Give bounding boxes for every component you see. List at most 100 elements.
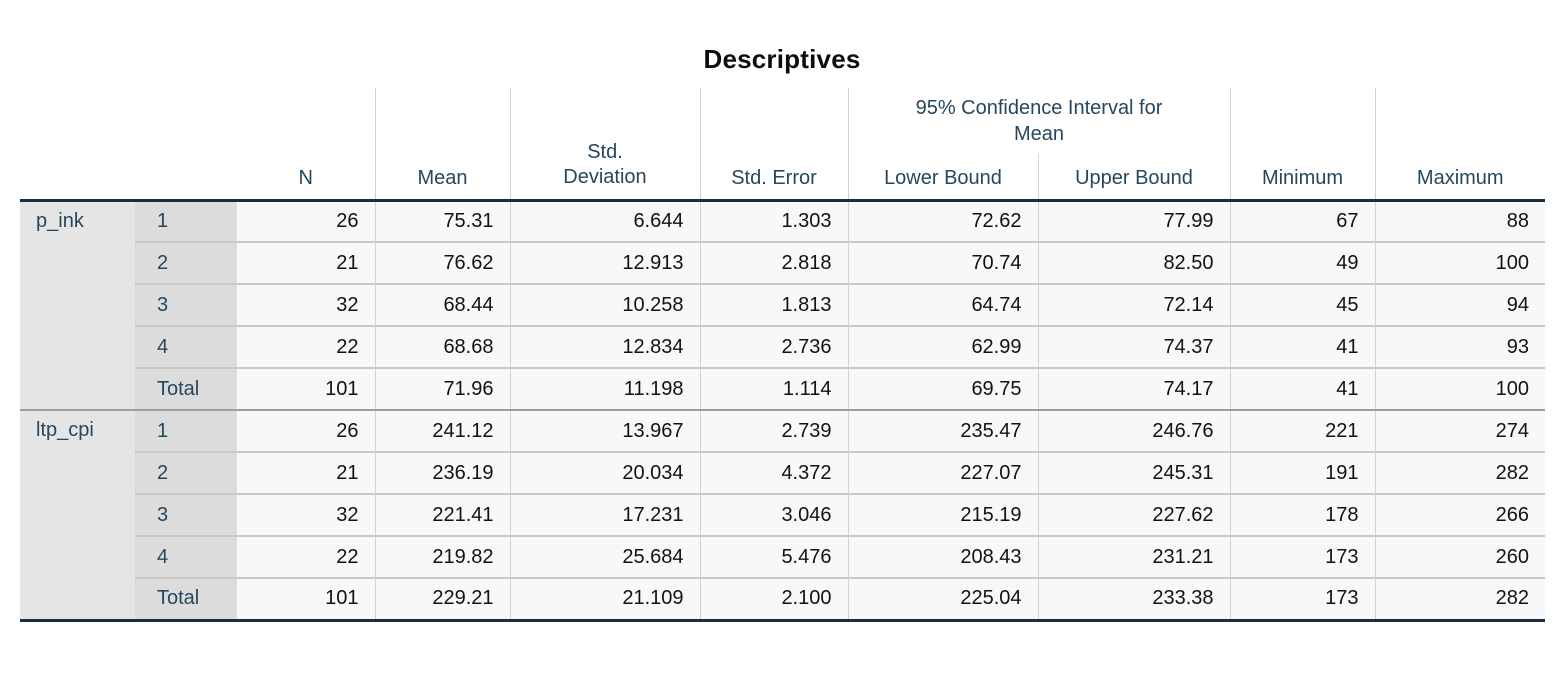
page-title: Descriptives: [703, 44, 861, 74]
data-cell: 45: [1229, 283, 1375, 326]
table-row: 4 22 68.68 12.834 2.736 62.99 74.37 41 9…: [20, 325, 1545, 368]
data-cell: 21: [237, 451, 375, 494]
col-header-confidence-interval: 95% Confidence Interval for Mean: [847, 88, 1230, 154]
data-cell: 26: [237, 409, 375, 452]
data-cell: 88: [1374, 200, 1545, 242]
header-span-row: N Mean Std. Deviation Std. Error 95% Con…: [20, 88, 1545, 202]
descriptives-table: N Mean Std. Deviation Std. Error 95% Con…: [20, 88, 1545, 622]
data-cell: 246.76: [1037, 409, 1230, 452]
data-cell: 221: [1229, 409, 1375, 452]
data-cell: 72.14: [1037, 283, 1230, 326]
data-cell: 70.74: [847, 241, 1038, 284]
data-cell: 74.17: [1037, 367, 1230, 410]
data-cell: 245.31: [1037, 451, 1230, 494]
data-cell: 229.21: [374, 577, 510, 620]
data-cell: 5.476: [699, 535, 848, 578]
data-cell: 49: [1229, 241, 1375, 284]
data-cell: 235.47: [847, 409, 1038, 452]
data-cell: 13.967: [509, 409, 700, 452]
data-cell: 1.303: [699, 200, 848, 242]
data-cell: 6.644: [509, 200, 700, 242]
data-cell: 282: [1374, 577, 1545, 620]
row-level-label: 4: [135, 325, 237, 368]
table-row: 2 21 236.19 20.034 4.372 227.07 245.31 1…: [20, 451, 1545, 494]
data-cell: 21: [237, 241, 375, 284]
row-level-label: 3: [135, 493, 237, 536]
data-cell: 221.41: [374, 493, 510, 536]
col-header-n: N: [237, 88, 375, 202]
col-header-std-deviation: Std. Deviation: [509, 88, 700, 202]
row-group-label: p_ink: [20, 200, 135, 410]
data-cell: 82.50: [1037, 241, 1230, 284]
table-row: ltp_cpi 1 26 241.12 13.967 2.739 235.47 …: [20, 409, 1545, 620]
data-cell: 4.372: [699, 451, 848, 494]
table-row: Total 101 229.21 21.109 2.100 225.04 233…: [20, 577, 1545, 620]
data-cell: 12.834: [509, 325, 700, 368]
row-level-label: Total: [135, 367, 237, 410]
data-cell: 173: [1229, 577, 1375, 620]
table-row: 2 21 76.62 12.913 2.818 70.74 82.50 49 1…: [20, 241, 1545, 284]
data-cell: 21.109: [509, 577, 700, 620]
data-cell: 178: [1229, 493, 1375, 536]
data-cell: 1.813: [699, 283, 848, 326]
data-cell: 25.684: [509, 535, 700, 578]
table-row: 4 22 219.82 25.684 5.476 208.43 231.21 1…: [20, 535, 1545, 578]
data-cell: 77.99: [1037, 200, 1230, 242]
data-cell: 231.21: [1037, 535, 1230, 578]
data-cell: 41: [1229, 325, 1375, 368]
data-cell: 219.82: [374, 535, 510, 578]
data-cell: 71.96: [374, 367, 510, 410]
data-cell: 74.37: [1037, 325, 1230, 368]
data-cell: 191: [1229, 451, 1375, 494]
data-cell: 11.198: [509, 367, 700, 410]
data-cell: 282: [1374, 451, 1545, 494]
data-cell: 68.44: [374, 283, 510, 326]
row-level-label: Total: [135, 577, 237, 620]
data-cell: 215.19: [847, 493, 1038, 536]
col-header-std-error: Std. Error: [699, 88, 848, 202]
data-cell: 227.07: [847, 451, 1038, 494]
data-cell: 93: [1374, 325, 1545, 368]
data-cell: 233.38: [1037, 577, 1230, 620]
data-cell: 17.231: [509, 493, 700, 536]
col-header-upper-bound: Upper Bound: [1037, 154, 1230, 202]
row-group-label: ltp_cpi: [20, 409, 135, 620]
data-cell: 101: [237, 367, 375, 410]
row-level-label: 2: [135, 241, 237, 284]
row-level-label: 4: [135, 535, 237, 578]
data-cell: 208.43: [847, 535, 1038, 578]
data-cell: 2.818: [699, 241, 848, 284]
row-level-label: 2: [135, 451, 237, 494]
data-cell: 41: [1229, 367, 1375, 410]
data-cell: 100: [1374, 241, 1545, 284]
col-header-lower-bound: Lower Bound: [847, 154, 1038, 202]
data-cell: 75.31: [374, 200, 510, 242]
data-cell: 1.114: [699, 367, 848, 410]
data-cell: 32: [237, 283, 375, 326]
table-row: p_ink 1 26 75.31 6.644 1.303 72.62 77.99…: [20, 200, 1545, 410]
header-corner-cell: [20, 88, 237, 202]
table-row: 3 32 68.44 10.258 1.813 64.74 72.14 45 9…: [20, 283, 1545, 326]
data-cell: 76.62: [374, 241, 510, 284]
row-level-label: 1: [135, 409, 237, 452]
data-cell: 241.12: [374, 409, 510, 452]
data-cell: 12.913: [509, 241, 700, 284]
data-cell: 100: [1374, 367, 1545, 410]
data-cell: 274: [1374, 409, 1545, 452]
data-cell: 64.74: [847, 283, 1038, 326]
header-sub-row: Lower Bound Upper Bound: [20, 154, 1545, 202]
table-body: p_ink 1 26 75.31 6.644 1.303 72.62 77.99…: [20, 200, 1545, 620]
data-cell: 68.68: [374, 325, 510, 368]
col-header-minimum: Minimum: [1229, 88, 1375, 202]
data-cell: 266: [1374, 493, 1545, 536]
data-cell: 67: [1229, 200, 1375, 242]
data-cell: 227.62: [1037, 493, 1230, 536]
row-level-label: 1: [135, 200, 237, 242]
data-cell: 32: [237, 493, 375, 536]
table-row: Total 101 71.96 11.198 1.114 69.75 74.17…: [20, 367, 1545, 410]
data-cell: 2.736: [699, 325, 848, 368]
data-cell: 20.034: [509, 451, 700, 494]
data-cell: 101: [237, 577, 375, 620]
data-cell: 225.04: [847, 577, 1038, 620]
table-row: 3 32 221.41 17.231 3.046 215.19 227.62 1…: [20, 493, 1545, 536]
